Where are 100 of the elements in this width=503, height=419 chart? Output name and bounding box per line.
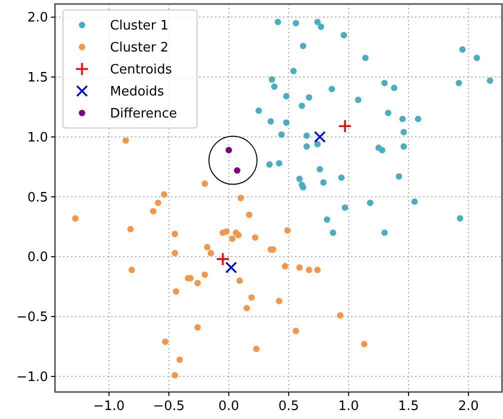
point	[229, 236, 236, 242]
point	[328, 86, 336, 92]
point	[216, 252, 230, 266]
point	[354, 96, 362, 104]
point	[172, 250, 178, 256]
x-tick-label: 2.0	[458, 399, 479, 414]
point	[235, 232, 242, 238]
point	[360, 340, 368, 348]
point	[204, 244, 210, 250]
point	[400, 128, 407, 136]
point	[194, 324, 201, 331]
point	[381, 230, 388, 236]
point	[172, 372, 178, 378]
point	[306, 266, 312, 274]
point	[202, 180, 208, 187]
point	[330, 230, 336, 236]
point	[150, 208, 156, 214]
legend-label: Difference	[110, 106, 178, 122]
point	[340, 32, 348, 38]
point	[276, 160, 282, 166]
point	[320, 179, 327, 186]
point	[271, 83, 278, 90]
point	[268, 76, 276, 83]
point	[314, 140, 321, 148]
point	[248, 294, 255, 301]
point	[244, 304, 250, 312]
point	[160, 191, 168, 198]
x-tick-label: −1.0	[93, 399, 125, 414]
point	[316, 166, 324, 172]
point	[283, 93, 290, 100]
point	[366, 200, 374, 206]
point	[306, 94, 312, 101]
point	[384, 110, 392, 116]
x-tick-label: 1.0	[338, 399, 359, 414]
point	[274, 18, 282, 26]
point	[223, 228, 230, 235]
legend-label: Cluster 2	[110, 40, 169, 56]
point	[474, 54, 480, 62]
point	[292, 20, 300, 26]
point	[202, 271, 208, 278]
x-tick-label: 0.5	[278, 399, 300, 414]
point	[162, 338, 168, 345]
point	[252, 234, 258, 241]
y-tick-label: 0.5	[27, 190, 48, 206]
point	[128, 266, 135, 274]
point	[456, 80, 462, 86]
y-tick-label: −1.0	[16, 370, 48, 385]
point	[338, 119, 352, 134]
point	[303, 132, 310, 139]
legend-label: Medoids	[110, 84, 164, 100]
y-tick-label: 1.5	[27, 70, 48, 86]
point	[300, 184, 306, 190]
point	[176, 356, 183, 363]
point	[314, 131, 326, 143]
point	[314, 266, 321, 274]
point	[238, 194, 244, 202]
point	[399, 116, 406, 122]
point	[400, 143, 407, 150]
point	[486, 77, 494, 84]
point	[300, 42, 306, 50]
point	[296, 176, 303, 182]
point	[266, 161, 273, 168]
point	[396, 173, 402, 180]
point	[172, 230, 178, 238]
legend-label: Centroids	[110, 62, 172, 78]
point	[284, 227, 291, 234]
point	[414, 116, 422, 122]
point	[208, 250, 214, 256]
point	[256, 107, 262, 114]
point	[459, 46, 466, 53]
point	[337, 312, 344, 319]
x-tick-label: 1.5	[398, 399, 419, 414]
point	[381, 80, 388, 86]
point	[456, 215, 464, 222]
point	[290, 68, 297, 74]
point	[303, 143, 310, 150]
point	[226, 146, 232, 154]
point	[324, 216, 330, 223]
point	[234, 167, 240, 174]
point	[72, 215, 79, 222]
y-tick-label: 0.0	[27, 250, 48, 266]
point	[172, 288, 180, 295]
y-tick-label: 1.0	[27, 130, 48, 146]
point	[276, 298, 282, 304]
point	[362, 54, 369, 62]
point	[253, 346, 260, 352]
point	[342, 204, 348, 211]
point	[122, 137, 129, 144]
point	[318, 24, 324, 30]
point	[154, 200, 162, 206]
point	[292, 328, 300, 334]
point	[194, 280, 201, 286]
point	[236, 277, 243, 284]
y-tick-label: 2.0	[27, 10, 48, 26]
point	[278, 131, 285, 138]
point	[314, 18, 321, 26]
x-tick-label: 0.0	[218, 399, 240, 414]
point	[296, 264, 303, 271]
point	[268, 118, 274, 125]
x-tick-label: −0.5	[153, 399, 185, 414]
